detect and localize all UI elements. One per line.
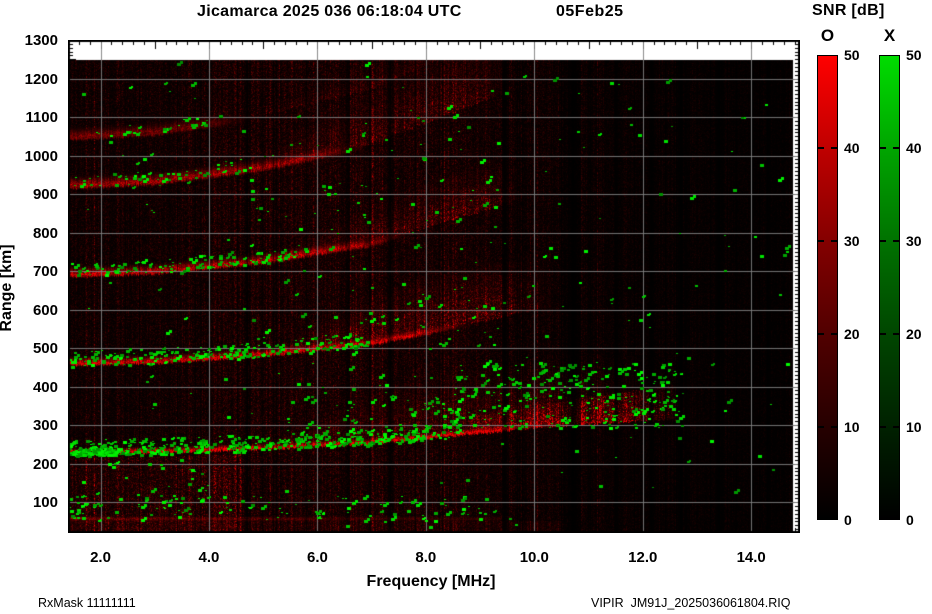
colorbar-tick: [880, 426, 886, 428]
colorbar-tick: [893, 333, 899, 335]
colorbar-tick: [831, 333, 837, 335]
y-tick-label: 1100: [25, 109, 58, 127]
colorbar-o-label: O: [820, 26, 835, 45]
y-tick-label: 800: [32, 224, 58, 242]
colorbar-tick: [880, 240, 886, 242]
y-tick-label: 200: [32, 455, 58, 473]
x-tick-label: 2.0: [90, 549, 111, 566]
colorbar-tick: [818, 147, 824, 149]
x-tick-label: 12.0: [628, 549, 658, 566]
colorbar-tick-label: 50: [844, 47, 860, 63]
x-tick-label: 4.0: [198, 549, 220, 566]
y-tick-label: 1300: [24, 32, 58, 49]
colorbar-tick: [880, 147, 886, 149]
y-tick-label: 500: [32, 340, 58, 358]
y-tick-label: 1000: [24, 147, 58, 165]
colorbar-tick: [818, 426, 824, 428]
rxmask-text: RxMask 11111111: [38, 596, 136, 610]
plot-title-date: 05Feb25: [556, 3, 624, 20]
y-tick-label: 600: [32, 301, 58, 319]
y-tick-label: 1200: [24, 70, 58, 88]
colorbar-tick-label: 50: [906, 47, 922, 63]
colorbar-tick-label: 0: [844, 512, 852, 528]
colorbar-tick: [831, 240, 837, 242]
colorbar-tick-label: 10: [906, 419, 922, 435]
colorbar-o: [817, 55, 838, 520]
colorbar-tick-label: 30: [906, 233, 922, 249]
colorbar-tick-label: 20: [906, 326, 922, 342]
colorbar-tick-label: 40: [844, 140, 860, 156]
colorbar-tick-label: 20: [844, 326, 860, 342]
x-tick-label: 6.0: [306, 549, 328, 566]
colorbar-tick: [893, 147, 899, 149]
y-tick-label: 900: [32, 186, 58, 204]
colorbar-x-label: X: [883, 26, 896, 45]
colorbar-tick-label: 0: [906, 512, 914, 528]
colorbar-tick: [893, 240, 899, 242]
colorbar-title: SNR [dB]: [812, 2, 885, 19]
ionogram-canvas: [68, 40, 800, 533]
y-tick-label: 100: [32, 494, 58, 512]
colorbar-tick: [893, 426, 899, 428]
colorbar-tick: [880, 333, 886, 335]
x-tick-label: 14.0: [736, 549, 766, 566]
colorbar-x: [879, 55, 900, 520]
colorbar-tick: [818, 240, 824, 242]
colorbar-tick-label: 10: [844, 419, 860, 435]
y-tick-label: 700: [32, 263, 58, 281]
colorbar-tick-label: 40: [906, 140, 922, 156]
y-tick-label: 300: [32, 417, 58, 435]
source-file-text: VIPIR JM91J_2025036061804.RIQ: [591, 596, 791, 610]
y-tick-label: 400: [32, 378, 58, 396]
x-tick-label: 10.0: [519, 549, 549, 566]
x-axis-label: Frequency [MHz]: [366, 573, 496, 590]
x-tick-label: 8.0: [415, 549, 437, 566]
colorbar-tick: [831, 426, 837, 428]
colorbar-tick: [831, 147, 837, 149]
colorbar-tick-label: 30: [844, 233, 860, 249]
colorbar-tick: [818, 333, 824, 335]
plot-title: Jicamarca 2025 036 06:18:04 UTC: [197, 3, 462, 20]
